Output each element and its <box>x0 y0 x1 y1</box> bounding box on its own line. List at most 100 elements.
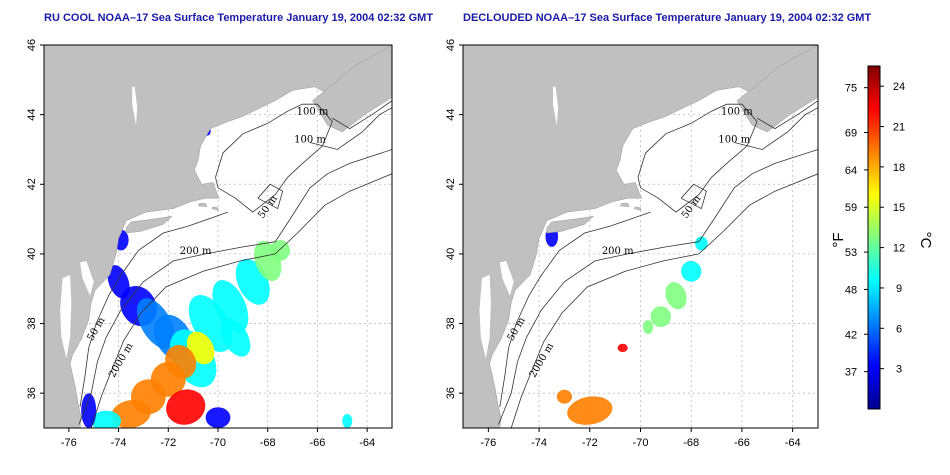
right-panel-title: DECLOUDED NOAA–17 Sea Surface Temperatur… <box>463 12 872 24</box>
y-tick-label: 40 <box>445 248 457 260</box>
sst-patch <box>111 399 151 428</box>
y-tick-label: 38 <box>26 317 38 329</box>
x-tick-label: -68 <box>260 437 276 449</box>
land-polygon <box>633 206 642 211</box>
x-tick-label: -72 <box>160 437 176 449</box>
x-tick-label: -70 <box>210 437 226 449</box>
land-mask <box>463 45 818 428</box>
inland-water <box>553 86 559 126</box>
contour-label: 100 m <box>718 135 750 146</box>
contour-label: 100 m <box>297 107 329 118</box>
bathymetry-contour-line <box>79 211 229 408</box>
celsius-unit-label: °C <box>917 232 934 249</box>
bathymetry-contour-line <box>734 107 818 150</box>
y-tick-label: 44 <box>26 109 38 121</box>
bathymetry-contour-line <box>78 149 392 425</box>
sst-patch <box>556 389 573 404</box>
land-polygon <box>211 206 219 211</box>
y-tick-label: 38 <box>445 317 457 329</box>
x-tick-label: -72 <box>582 437 598 449</box>
fahrenheit-ticks: 75 69 64 59 53 48 42 37 <box>845 83 868 379</box>
land-polygon <box>197 203 208 207</box>
y-axis-ticks: 36 38 40 42 44 46 <box>26 39 44 399</box>
bathymetry-contour-line <box>90 173 392 428</box>
x-axis-ticks: -76 -74 -72 -70 -68 -66 -64 <box>61 428 375 449</box>
y-tick-label: 46 <box>445 39 457 51</box>
x-tick-label: -76 <box>61 437 77 449</box>
sst-patch <box>166 389 206 425</box>
y-axis-ticks: 36 38 40 42 44 46 <box>445 39 463 399</box>
sst-patch <box>643 320 654 334</box>
bathymetry-contour-line <box>332 100 392 130</box>
x-tick-label: -76 <box>480 437 496 449</box>
land-polygon <box>312 45 392 133</box>
x-tick-label: -68 <box>683 437 699 449</box>
celsius-ticks: 24 21 18 15 12 9 6 3 <box>880 81 905 376</box>
contour-label: 100 m <box>721 107 753 118</box>
celsius-tick-label: 6 <box>896 323 902 335</box>
land-polygon <box>125 215 173 234</box>
celsius-tick-label: 18 <box>893 162 905 174</box>
sst-patch <box>617 343 628 353</box>
inland-water <box>80 260 94 296</box>
land-mask <box>44 45 392 428</box>
contour-label: 100 m <box>294 135 326 146</box>
land-polygon <box>44 45 392 428</box>
y-tick-label: 36 <box>26 387 38 399</box>
bathymetry-contours <box>78 100 392 428</box>
bathymetry-contour-line <box>756 100 818 130</box>
bathymetry-contour-line <box>499 211 651 408</box>
fahrenheit-tick-label: 64 <box>845 165 857 177</box>
inland-water <box>499 260 514 296</box>
celsius-tick-label: 15 <box>893 202 905 214</box>
sst-patch <box>212 280 249 333</box>
fahrenheit-tick-label: 37 <box>845 367 857 379</box>
sst-patch <box>665 282 687 310</box>
bathymetry-contour-line <box>680 183 707 210</box>
fahrenheit-tick-label: 53 <box>845 247 857 259</box>
fahrenheit-tick-label: 42 <box>845 329 857 341</box>
x-tick-label: -70 <box>633 437 649 449</box>
y-tick-label: 44 <box>445 109 457 121</box>
temperature-colorbar: 75 69 64 59 53 48 42 37 24 21 18 15 12 9 6 3 °F °C <box>830 65 934 410</box>
fahrenheit-tick-label: 75 <box>845 83 857 95</box>
fahrenheit-tick-label: 59 <box>845 202 857 214</box>
inland-water <box>60 274 72 359</box>
bathymetry-contour-line <box>498 149 818 425</box>
sst-patch <box>205 407 231 428</box>
celsius-tick-label: 21 <box>893 122 905 134</box>
bathymetry-contours <box>498 100 818 428</box>
x-tick-label: -74 <box>531 437 547 449</box>
celsius-tick-label: 12 <box>893 243 905 255</box>
y-tick-label: 42 <box>445 178 457 190</box>
fahrenheit-unit-label: °F <box>830 232 847 247</box>
y-tick-label: 36 <box>445 387 457 399</box>
inland-water <box>132 86 138 126</box>
y-tick-label: 40 <box>26 248 38 260</box>
x-tick-label: -66 <box>734 437 750 449</box>
sst-patch <box>107 265 130 299</box>
land-polygon <box>736 45 818 133</box>
sst-patch <box>220 318 251 357</box>
contour-label: 200 m <box>180 246 212 257</box>
contour-label: 200 m <box>602 246 634 257</box>
sst-patch <box>650 306 671 327</box>
x-tick-label: -64 <box>359 437 375 449</box>
colorbar-gradient <box>867 65 881 410</box>
celsius-tick-label: 9 <box>896 283 902 295</box>
bathymetry-contour-line <box>257 183 284 210</box>
celsius-tick-label: 3 <box>896 364 902 376</box>
y-tick-label: 42 <box>26 178 38 190</box>
sst-patch <box>81 393 97 428</box>
fahrenheit-tick-label: 48 <box>845 284 857 296</box>
x-tick-label: -74 <box>111 437 127 449</box>
land-polygon <box>463 45 818 428</box>
bathymetry-contour-line <box>215 103 333 213</box>
sst-patch <box>91 410 121 428</box>
left-panel-title: RU COOL NOAA–17 Sea Surface Temperature … <box>44 12 434 24</box>
sst-patch <box>681 260 702 282</box>
bathymetry-contour-line <box>510 173 818 428</box>
